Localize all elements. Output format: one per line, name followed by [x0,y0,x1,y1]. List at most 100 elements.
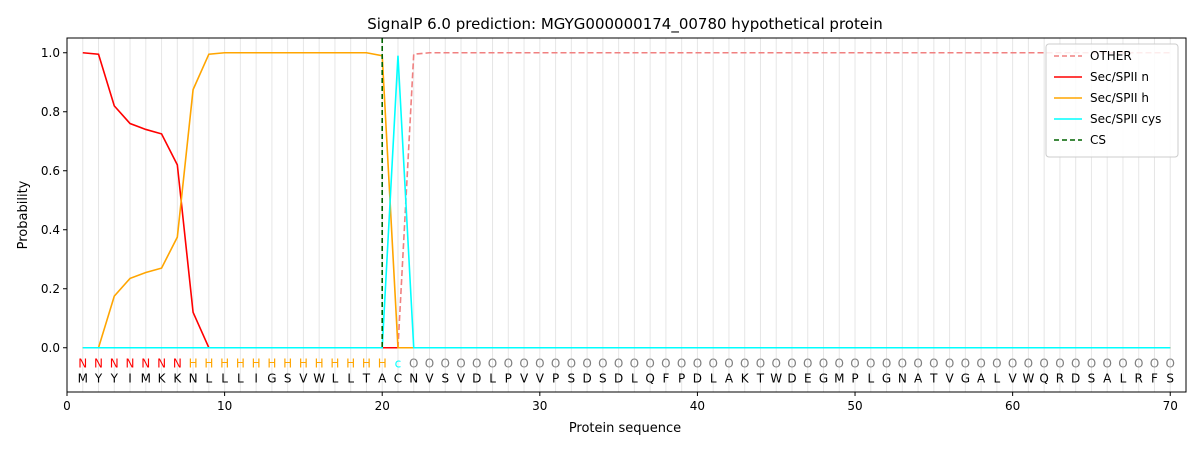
residue-label: A [1103,371,1112,385]
residue-label: N [898,371,907,385]
state-label: O [913,357,922,371]
state-label: N [126,357,135,371]
state-label: O [1118,357,1127,371]
state-label: O [882,357,891,371]
annotation-layer: NMNYNYNINMNKNKHNHLHLHLHIHGHSHVHWHLHLHTHA… [78,357,1175,386]
state-label: O [1071,357,1080,371]
residue-label: G [882,371,891,385]
state-label: N [94,357,103,371]
residue-label: V [945,371,954,385]
state-label: O [961,357,970,371]
state-label: O [598,357,607,371]
residue-label: T [929,371,938,385]
residue-label: P [505,371,512,385]
x-tick-label: 30 [532,399,547,413]
grid-layer [82,38,1171,392]
state-label: O [630,357,639,371]
residue-label: G [267,371,276,385]
state-label: O [693,357,702,371]
residue-label: M [78,371,88,385]
residue-label: L [347,371,354,385]
series-line [82,55,1171,349]
residue-label: S [1166,371,1174,385]
residue-label: T [756,371,765,385]
y-tick-label: 1.0 [41,46,60,60]
residue-label: A [725,371,734,385]
residue-label: L [206,371,213,385]
state-label: O [645,357,654,371]
residue-label: L [994,371,1001,385]
state-label: O [787,357,796,371]
state-label: H [362,357,371,371]
residue-label: L [631,371,638,385]
legend-label: Sec/SPII h [1090,91,1149,105]
residue-label: G [961,371,970,385]
residue-label: D [787,371,796,385]
state-label: H [315,357,324,371]
state-label: O [504,357,513,371]
residue-label: K [173,371,182,385]
residue-label: S [441,371,449,385]
state-label: O [488,357,497,371]
axis-layer: 0 10 20 30 40 50 60 70 0.0 0.2 0.4 0.6 0.8 1.0 [41,46,1178,413]
state-label: O [535,357,544,371]
state-label: H [346,357,355,371]
legend: OTHER Sec/SPII n Sec/SPII h Sec/SPII cys CS [1045,43,1179,158]
residue-label: D [693,371,702,385]
state-label: O [1102,357,1111,371]
state-label: O [425,357,434,371]
state-label: O [614,357,623,371]
residue-label: V [425,371,434,385]
residue-label: A [977,371,986,385]
residue-label: W [313,371,325,385]
x-tick-label: 10 [217,399,232,413]
state-label: O [819,357,828,371]
residue-label: L [237,371,244,385]
state-label: H [299,357,308,371]
y-tick-label: 0.2 [41,282,60,296]
series-layer [82,38,1171,349]
state-label: O [567,357,576,371]
legend-label: Sec/SPII cys [1090,112,1161,126]
series-line [82,51,1171,349]
legend-box [1045,43,1179,158]
residue-label: Y [110,371,119,385]
residue-label: L [867,371,874,385]
residue-label: L [332,371,339,385]
state-label: O [898,357,907,371]
residue-label: K [741,371,750,385]
residue-label: D [1071,371,1080,385]
residue-label: V [457,371,466,385]
state-label: O [409,357,418,371]
state-label: O [677,357,686,371]
state-label: O [724,357,733,371]
state-label: O [661,357,670,371]
state-label: H [330,357,339,371]
series-line [82,51,1171,349]
state-label: N [141,357,150,371]
state-label: O [929,357,938,371]
state-label: O [1087,357,1096,371]
x-tick-label: 70 [1163,399,1178,413]
state-label: O [551,357,560,371]
residue-label: I [128,371,132,385]
residue-label: W [770,371,782,385]
x-tick-label: 40 [690,399,705,413]
plot-frame [66,37,1187,393]
residue-label: D [582,371,591,385]
residue-label: G [819,371,828,385]
residue-label: T [362,371,371,385]
residue-label: A [914,371,923,385]
residue-label: Q [645,371,654,385]
state-label: O [441,357,450,371]
residue-label: V [1009,371,1018,385]
residue-label: K [158,371,167,385]
state-label: O [1024,357,1033,371]
series-line [82,51,1171,349]
state-label: H [267,357,276,371]
state-label: O [519,357,528,371]
x-axis-label: Protein sequence [569,421,681,436]
x-tick-label: 20 [375,399,390,413]
